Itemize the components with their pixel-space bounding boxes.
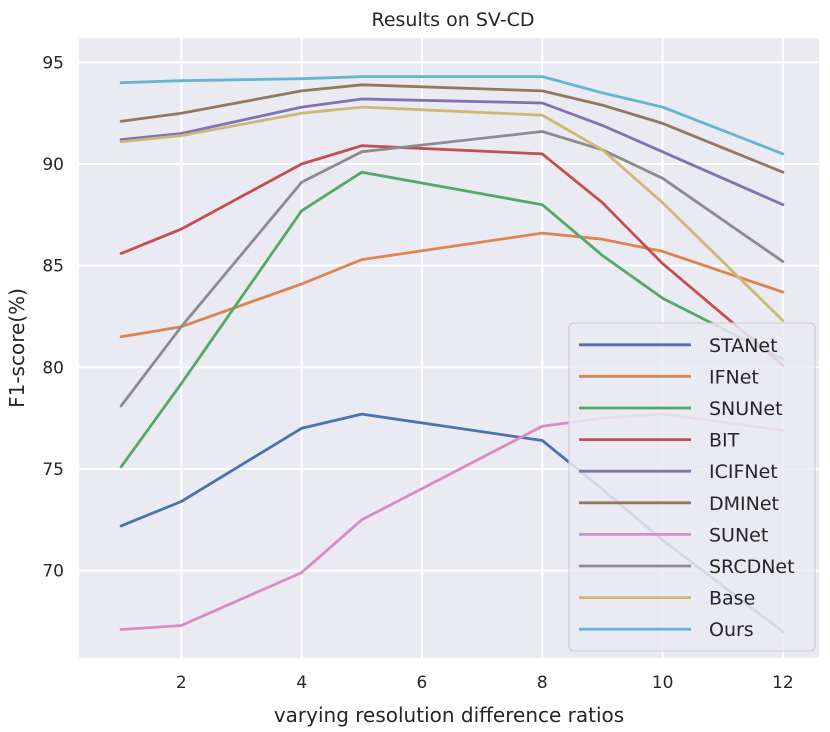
x-tick-label: 10: [652, 673, 674, 693]
chart-title: Results on SV-CD: [371, 9, 534, 31]
legend-label-sunet: SUNet: [709, 524, 768, 546]
legend-label-srcdnet: SRCDNet: [709, 556, 795, 578]
legend-label-bit: BIT: [709, 430, 740, 452]
y-tick-label: 80: [42, 358, 64, 378]
legend-label-base: Base: [709, 588, 755, 610]
series-line-ifnet: [119, 231, 785, 339]
y-tick-label: 85: [42, 257, 64, 277]
series-line-srcdnet: [119, 130, 785, 408]
x-tick-label: 8: [537, 673, 548, 693]
x-axis-label: varying resolution difference ratios: [274, 703, 624, 727]
legend-label-dminet: DMINet: [709, 493, 779, 515]
series-line-icifnet: [119, 97, 785, 207]
x-tick-label: 6: [417, 673, 428, 693]
y-tick-label: 70: [42, 562, 64, 582]
legend-label-ours: Ours: [709, 619, 754, 641]
series-line-snunet: [119, 170, 785, 469]
series-line-bit: [119, 144, 785, 367]
series-line-base: [119, 105, 785, 323]
y-tick-label: 90: [42, 155, 64, 175]
legend-label-ifnet: IFNet: [709, 366, 759, 388]
legend-label-icifnet: ICIFNet: [709, 461, 778, 483]
y-tick-label: 75: [42, 460, 64, 480]
x-tick-label: 4: [296, 673, 307, 693]
x-tick-label: 2: [176, 673, 187, 693]
series-line-dminet: [119, 83, 785, 174]
series-line-ours: [119, 75, 785, 156]
legend-box: [568, 322, 816, 652]
y-tick-label: 95: [42, 53, 64, 73]
grid-lines: [79, 38, 819, 658]
x-tick-label: 12: [772, 673, 794, 693]
legend: STANet IFNet SNUNet BIT ICIFNet DMINet SUNet SR…: [568, 322, 816, 652]
legend-label-stanet: STANet: [709, 335, 778, 357]
y-tick-labels: 70 75 80 85 90 95: [42, 53, 64, 581]
legend-label-snunet: SNUNet: [709, 398, 783, 420]
x-tick-labels: 2 4 6 8 10 12: [176, 673, 794, 693]
y-axis-label: F1-score(%): [5, 288, 29, 408]
